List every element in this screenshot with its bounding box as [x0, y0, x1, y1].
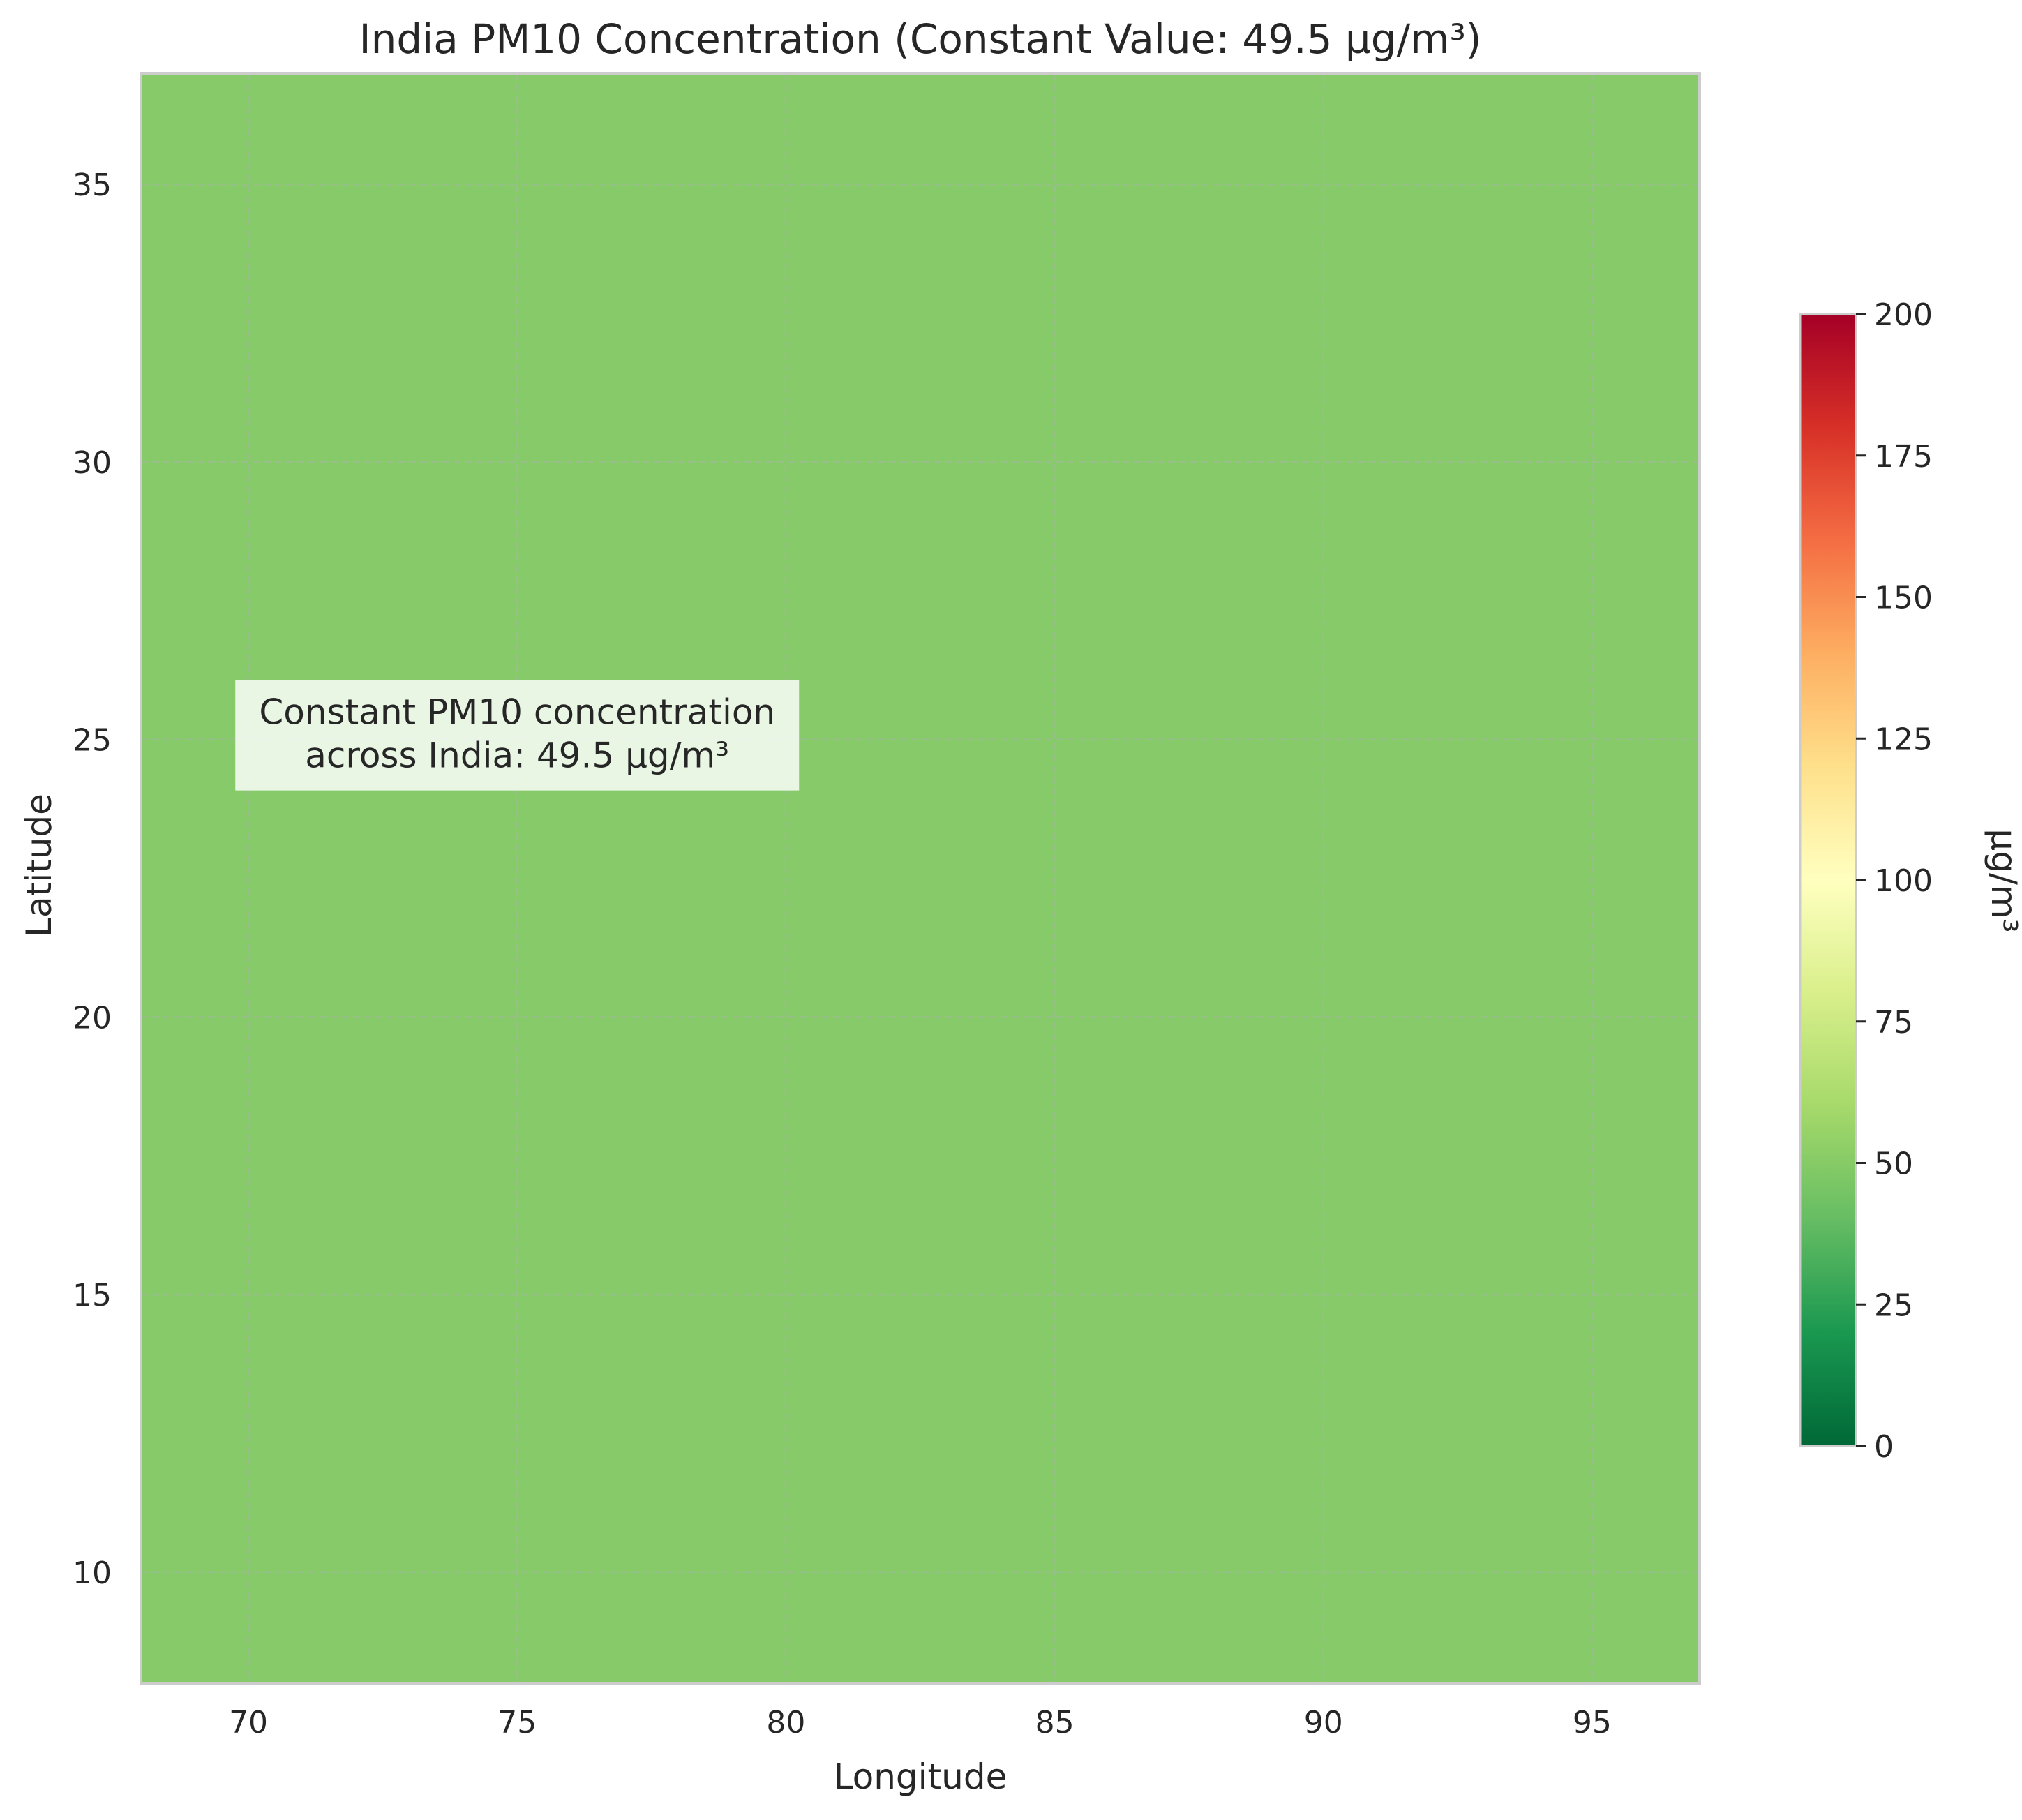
colorbar-label: µg/m³ — [1984, 828, 2022, 932]
y-tick-label: 30 — [73, 445, 112, 481]
y-tick-label: 20 — [73, 1000, 112, 1036]
y-tick-label: 25 — [73, 723, 112, 759]
colorbar-tick-label: 125 — [1874, 722, 1933, 757]
x-axis-label: Longitude — [834, 1756, 1008, 1797]
plot-area: 70 75 80 85 90 95 10 15 20 25 30 35 Constant PM10 co… — [73, 72, 1701, 1740]
colorbar-tick-label: 25 — [1874, 1288, 1913, 1323]
annotation-text: across India: 49.5 µg/m³ — [305, 736, 729, 776]
chart-title: India PM10 Concentration (Constant Value… — [359, 15, 1481, 63]
y-tick-label: 35 — [73, 167, 112, 203]
x-tick-label: 85 — [1035, 1705, 1074, 1740]
annotation-text: Constant PM10 concentration — [259, 692, 775, 733]
x-tick-label: 70 — [229, 1705, 268, 1740]
x-tick-label: 90 — [1304, 1705, 1343, 1740]
plot-frame — [140, 72, 1701, 1685]
colorbar-tick-label: 75 — [1874, 1005, 1913, 1040]
x-tick-label: 80 — [766, 1705, 805, 1740]
colorbar-tick-label: 200 — [1874, 297, 1933, 333]
x-tick-label: 95 — [1573, 1705, 1612, 1740]
colorbar-gradient — [1800, 314, 1856, 1446]
y-axis-label: Latitude — [19, 793, 59, 937]
y-tick-label: 10 — [73, 1556, 112, 1591]
heatmap-field — [141, 73, 1700, 1683]
colorbar-tick-label: 0 — [1874, 1429, 1894, 1465]
colorbar-tick-label: 150 — [1874, 581, 1933, 616]
annotation-box — [235, 680, 800, 791]
colorbar-tick-label: 175 — [1874, 439, 1933, 475]
colorbar-tick-label: 100 — [1874, 863, 1933, 899]
colorbar-tick-label: 50 — [1874, 1147, 1913, 1182]
colorbar: 0 25 50 75 100 125 150 175 200 — [1799, 297, 1933, 1465]
x-tick-label: 75 — [497, 1705, 537, 1740]
y-tick-label: 15 — [73, 1278, 112, 1313]
